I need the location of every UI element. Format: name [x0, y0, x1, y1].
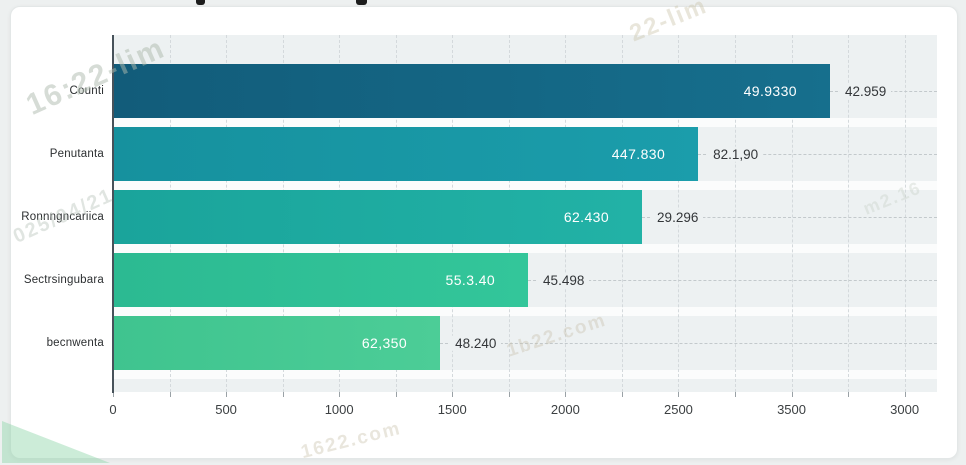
bar-value-inside: 62.430	[563, 209, 610, 225]
x-tick	[791, 392, 793, 397]
x-tick-label: 1500	[437, 402, 467, 417]
bar: 447.830	[113, 127, 699, 181]
leader-line: 42.959	[830, 83, 937, 99]
x-tick-label: 2500	[663, 402, 693, 417]
x-tick-label: 3500	[777, 402, 806, 417]
bar-value-inside: 447.830	[611, 146, 666, 162]
x-tick-label: 1000	[324, 402, 354, 417]
x-tick	[848, 392, 850, 397]
row-separator	[113, 370, 937, 379]
x-tick-label: 0	[109, 402, 117, 417]
x-tick-label: 3000	[890, 402, 920, 417]
bar-value-outside: 48.240	[450, 335, 502, 351]
category-label: Penutanta	[49, 148, 104, 160]
x-tick	[452, 392, 454, 397]
leader-line: 48.240	[440, 335, 937, 351]
x-tick	[339, 392, 341, 397]
y-axis-line	[112, 35, 114, 393]
bar-value-outside: 45.498	[538, 272, 590, 288]
category-label: Counti	[69, 85, 104, 97]
leader-line: 82.1,90	[698, 146, 937, 162]
bar-value-inside: 62,350	[361, 335, 408, 351]
x-tick	[395, 392, 397, 397]
x-tick	[282, 392, 284, 397]
leader-line: 29.296	[642, 209, 937, 225]
category-label: becnwenta	[46, 337, 104, 349]
x-tick	[169, 392, 171, 397]
x-tick-label: 2000	[550, 402, 580, 417]
x-tick	[113, 392, 114, 397]
x-tick	[621, 392, 623, 397]
x-tick	[735, 392, 736, 397]
bar-value-inside: 49.9330	[743, 83, 797, 99]
title-descender-mark	[196, 0, 205, 5]
x-tick	[904, 392, 906, 397]
row-separator	[113, 244, 937, 253]
title-descender-mark	[356, 0, 367, 5]
plot-area: 49.9330 42.959 447.830 82.1,90 62.430 29.296 5…	[113, 35, 937, 392]
leader-line: 45.498	[528, 272, 937, 288]
gridline	[791, 35, 793, 392]
category-label: Ronnngncariica	[21, 211, 104, 223]
row-separator	[113, 118, 937, 127]
x-tick	[565, 392, 567, 397]
bar-value-outside: 82.1,90	[708, 146, 764, 162]
category-label: Sectrsingubara	[23, 274, 104, 286]
bar-value-outside: 42.959	[840, 83, 892, 99]
x-tick	[508, 392, 510, 397]
row-separator	[113, 181, 937, 190]
x-tick-label: 500	[215, 402, 237, 417]
bar: 62,350	[113, 316, 441, 370]
bar: 55.3.40	[113, 253, 529, 307]
bar-value-inside: 55.3.40	[445, 272, 496, 288]
gridline	[735, 35, 736, 392]
x-tick	[678, 392, 680, 397]
bar: 62.430	[113, 190, 643, 244]
bar: 49.9330	[113, 64, 830, 118]
x-tick	[226, 392, 228, 397]
gridline	[848, 35, 850, 392]
row-separator	[113, 307, 937, 316]
gridline	[904, 35, 906, 392]
bar-value-outside: 29.296	[652, 209, 704, 225]
